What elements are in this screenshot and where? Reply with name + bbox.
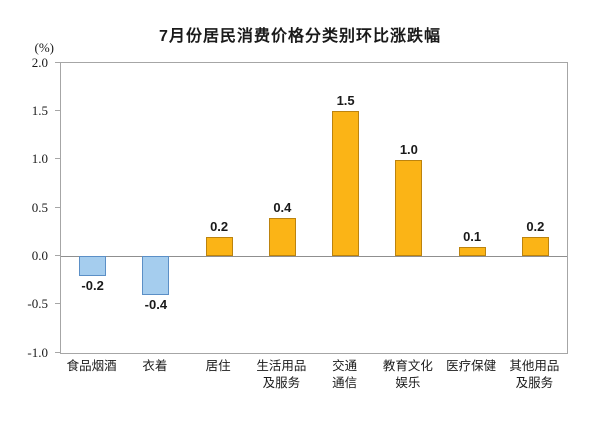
plot-area: -0.2 -0.4 0.2 0.4 1.5 1.0 0.1 0.2 [60,62,568,354]
x-category-label: 交通 通信 [332,359,358,390]
y-tick-mark [55,158,60,160]
bar-value-label: -0.2 [81,277,104,293]
y-tick-label: -1.0 [27,344,48,360]
bar-value-label: 0.2 [210,219,229,234]
bar-positive [521,237,549,257]
bar-value-label: 0.2 [526,219,545,234]
bar-positive [332,111,360,257]
bar-value-label: 0.1 [463,228,482,244]
bar-positive [268,217,296,257]
bar-value-label: 1.0 [399,141,418,157]
y-tick-mark [55,351,60,353]
y-tick-label: 1.0 [31,151,48,167]
x-category-label: 医疗保健 [446,359,497,373]
zero-line [61,255,567,257]
y-tick-mark [55,61,60,63]
chart-title: 7月份居民消费价格分类别环比涨跌幅 [159,28,441,45]
x-category-label: 其他用品 及服务 [509,359,560,390]
bar-value-label: 1.5 [336,93,355,109]
y-tick-label: 2.0 [31,54,48,70]
y-axis-unit-label: (%) [34,40,55,55]
bar-negative [142,256,170,295]
x-category-label: 居住 [205,359,231,373]
y-tick-mark [55,303,60,305]
y-tick-mark [55,254,60,256]
y-tick-label: -0.5 [27,296,48,312]
x-category-label: 教育文化 娱乐 [382,359,433,390]
x-category-label: 生活用品 及服务 [256,359,307,390]
y-tick-label: 0.5 [31,199,48,215]
bar-negative [79,256,107,276]
bar-positive [395,159,423,257]
bar-value-label: 0.4 [273,199,292,215]
y-tick-label: 1.5 [31,102,48,118]
bar-value-label: -0.4 [144,297,168,312]
x-category-label: 衣着 [142,359,168,373]
y-tick-label: 0.0 [31,247,48,263]
x-category-label: 食品烟酒 [66,359,117,373]
y-tick-mark [55,206,60,208]
y-tick-mark [55,109,60,111]
bar-positive [205,237,233,257]
bar-positive [458,246,486,257]
